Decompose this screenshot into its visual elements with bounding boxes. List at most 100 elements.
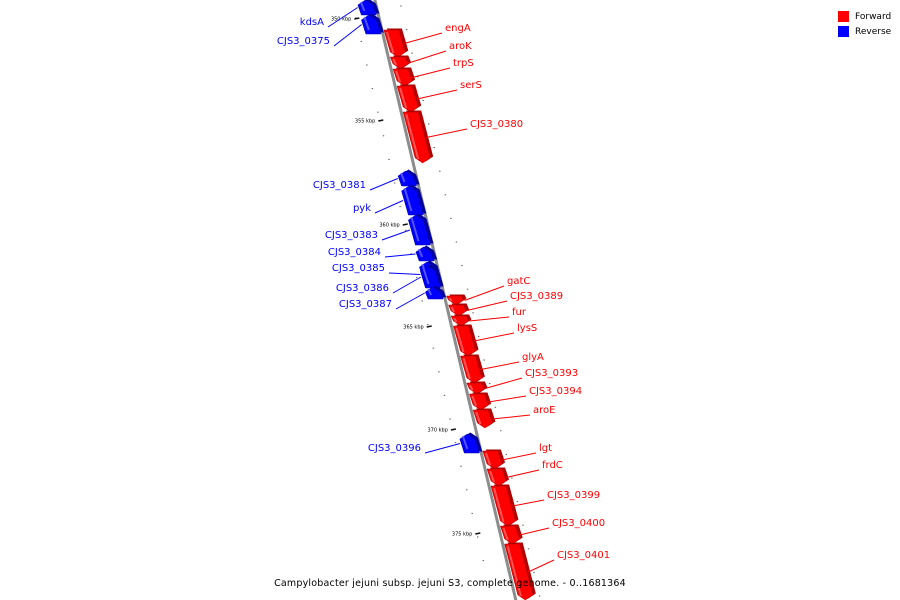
- gene-frdC[interactable]: [486, 467, 510, 487]
- gene-label[interactable]: aroE: [533, 405, 555, 416]
- gene-label[interactable]: CJS3_0380: [470, 119, 523, 130]
- gene-CJS3_0375[interactable]: [361, 13, 384, 35]
- gene-highlight: [405, 113, 420, 160]
- gene-engA[interactable]: [383, 28, 409, 58]
- major-tick: [475, 532, 481, 535]
- gene-highlight: [427, 288, 433, 296]
- tick-label: 375 kbp: [452, 532, 472, 538]
- gene-label[interactable]: CJS3_0383: [325, 230, 378, 241]
- gene-leader-line: [485, 377, 523, 389]
- gene-serS[interactable]: [396, 84, 422, 113]
- gene-label[interactable]: CJS3_0384: [328, 247, 381, 258]
- major-tick: [378, 119, 384, 122]
- gene-label[interactable]: glyA: [522, 352, 544, 363]
- gene-highlight: [484, 452, 491, 466]
- gene-CJS3_0394[interactable]: [469, 392, 492, 411]
- gene-label[interactable]: fur: [512, 307, 527, 318]
- gene-highlight: [493, 487, 505, 523]
- gene-CJS3_0383[interactable]: [408, 213, 434, 246]
- gene-body: [466, 382, 485, 395]
- gene-leader-line: [388, 272, 421, 275]
- gene-CJS3_0396[interactable]: [459, 432, 483, 454]
- gene-label[interactable]: CJS3_0401: [557, 550, 610, 561]
- major-tick: [354, 17, 360, 20]
- gene-label[interactable]: CJS3_0399: [547, 490, 600, 501]
- gene-highlight: [399, 87, 408, 109]
- gene-label[interactable]: kdsA: [300, 17, 324, 28]
- gene-label[interactable]: pyk: [353, 203, 371, 214]
- gene-leader-line: [333, 24, 362, 47]
- gene-leader-line: [392, 276, 422, 294]
- gene-aroE[interactable]: [472, 408, 496, 429]
- gene-CJS3_0380[interactable]: [402, 110, 434, 164]
- gene-leader-line: [381, 229, 411, 241]
- major-ticks: 350 kbp 355 kbp 360 kbp 365 kbp 370 kbp 375 k…: [331, 17, 481, 538]
- gene-label[interactable]: lgt: [539, 443, 552, 454]
- gene-leader-line: [327, 7, 358, 28]
- gene-label[interactable]: serS: [460, 80, 482, 91]
- gene-leader-line: [426, 128, 468, 138]
- gene-glyA[interactable]: [460, 354, 485, 384]
- gene-label[interactable]: CJS3_0386: [336, 283, 389, 294]
- legend-label-reverse: Reverse: [855, 26, 892, 37]
- gene-CJS3_0389[interactable]: [448, 303, 470, 317]
- gene-leader-line: [488, 395, 527, 403]
- gene-highlight: [363, 16, 370, 31]
- gene-label[interactable]: aroK: [449, 41, 472, 52]
- gene-label[interactable]: CJS3_0393: [525, 368, 578, 379]
- gene-label[interactable]: lysS: [517, 323, 537, 334]
- gene-trpS[interactable]: [392, 67, 416, 87]
- gene-leader-line: [505, 469, 540, 478]
- gene-highlight: [489, 470, 495, 483]
- gene-aroK[interactable]: [389, 55, 412, 70]
- gene-label[interactable]: CJS3_0387: [339, 299, 392, 310]
- gene-highlight: [455, 327, 465, 353]
- gene-leader-line: [403, 32, 443, 44]
- gene-highlight: [468, 384, 474, 391]
- gene-CJS3_0386[interactable]: [420, 264, 444, 289]
- gene-label[interactable]: gatC: [507, 276, 530, 287]
- major-tick: [426, 325, 432, 328]
- gene-label[interactable]: CJS3_0381: [313, 180, 366, 191]
- gene-label[interactable]: CJS3_0375: [277, 36, 330, 47]
- major-tick: [402, 223, 408, 226]
- gene-labels: kdsA CJS3_0375 engA aroK trpS serS CJS3_0380 CJ…: [277, 7, 610, 573]
- tick-label: 365 kbp: [403, 325, 423, 331]
- gene-label[interactable]: CJS3_0389: [510, 291, 563, 302]
- gene-label[interactable]: CJS3_0396: [368, 443, 421, 454]
- gene-features: [357, 0, 536, 600]
- gene-CJS3_0400[interactable]: [500, 524, 523, 545]
- gene-label[interactable]: trpS: [453, 58, 474, 69]
- gene-leader-line: [519, 527, 550, 536]
- gene-lysS[interactable]: [453, 324, 479, 357]
- gene-CJS3_0401[interactable]: [504, 542, 536, 600]
- gene-pyk[interactable]: [401, 184, 427, 216]
- reverse-swatch: [838, 26, 849, 37]
- gene-CJS3_0393[interactable]: [466, 381, 488, 395]
- gene-highlight: [502, 527, 509, 541]
- gene-highlight: [422, 267, 430, 285]
- gene-leader-line: [466, 300, 508, 311]
- gene-fur[interactable]: [450, 314, 472, 327]
- gene-leader-line: [395, 292, 425, 310]
- gene-label[interactable]: CJS3_0394: [529, 386, 582, 397]
- gene-label[interactable]: CJS3_0400: [552, 518, 605, 529]
- gene-label[interactable]: frdC: [542, 460, 563, 471]
- legend: Forward Reverse: [838, 9, 891, 39]
- gene-kdsA[interactable]: [357, 0, 380, 16]
- gene-lgt[interactable]: [482, 449, 506, 470]
- gene-CJS3_0387[interactable]: [424, 285, 447, 300]
- gene-CJS3_0381[interactable]: [397, 169, 420, 187]
- major-tick: [450, 428, 457, 431]
- gene-label[interactable]: CJS3_0385: [332, 263, 385, 274]
- gene-label[interactable]: engA: [445, 23, 471, 34]
- gene-highlight: [475, 411, 482, 425]
- gene-CJS3_0399[interactable]: [490, 484, 519, 527]
- gene-leader-line: [384, 253, 416, 258]
- gene-CJS3_0384[interactable]: [415, 245, 438, 262]
- tick-label: 370 kbp: [428, 428, 448, 434]
- gene-highlight: [410, 216, 420, 242]
- gene-gatC[interactable]: [445, 294, 467, 306]
- gene-highlight: [462, 357, 471, 380]
- gene-highlight: [506, 545, 522, 597]
